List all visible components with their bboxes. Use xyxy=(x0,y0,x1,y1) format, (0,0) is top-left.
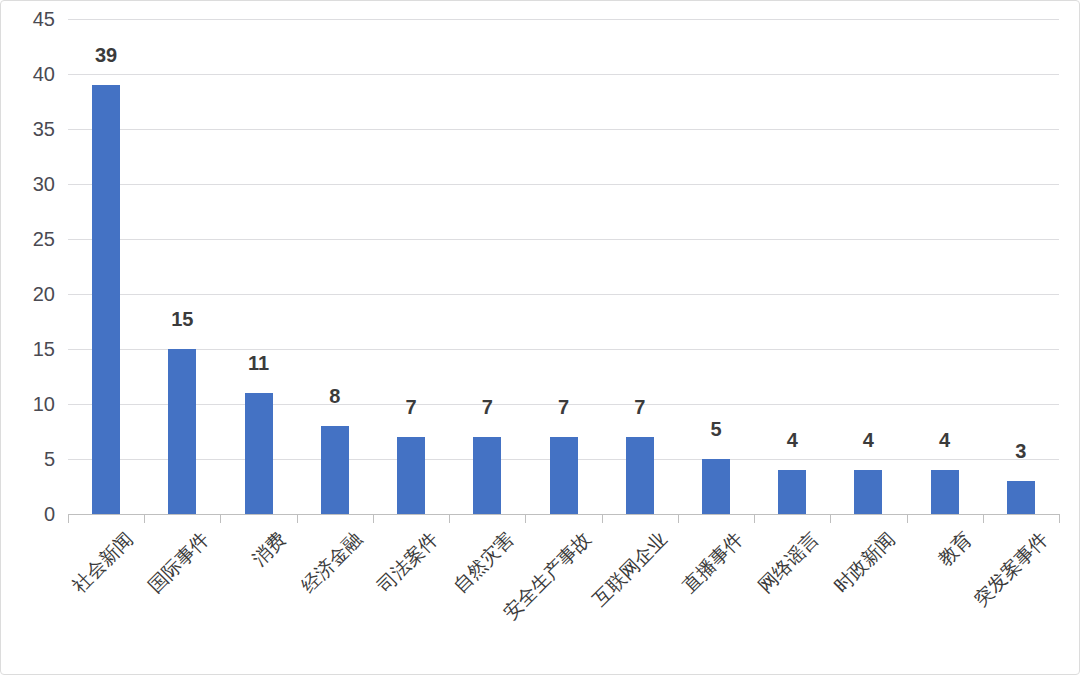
bar-value-label: 5 xyxy=(676,417,756,441)
x-tick-label: 经济金融 xyxy=(297,528,366,597)
gridline xyxy=(68,184,1059,185)
bar-value-label: 4 xyxy=(828,428,908,452)
x-tick-label: 互联网企业 xyxy=(589,528,672,611)
x-axis-tick xyxy=(754,514,755,523)
bar xyxy=(92,85,120,514)
bar xyxy=(397,437,425,514)
bar-value-label: 39 xyxy=(66,43,146,67)
bar xyxy=(778,470,806,514)
bar-value-label: 7 xyxy=(600,395,680,419)
x-axis-tick xyxy=(68,514,69,523)
x-tick-label: 国际事件 xyxy=(145,528,214,597)
bar xyxy=(702,459,730,514)
gridline xyxy=(68,349,1059,350)
y-tick-label: 10 xyxy=(1,392,55,416)
bar xyxy=(168,349,196,514)
y-tick-label: 45 xyxy=(1,7,55,31)
y-tick-label: 25 xyxy=(1,227,55,251)
x-axis-tick xyxy=(220,514,221,523)
x-axis-tick xyxy=(602,514,603,523)
y-tick-label: 30 xyxy=(1,172,55,196)
x-axis-tick xyxy=(449,514,450,523)
x-tick-label: 直播事件 xyxy=(678,528,747,597)
gridline xyxy=(68,239,1059,240)
bar-value-label: 7 xyxy=(371,395,451,419)
y-tick-label: 20 xyxy=(1,282,55,306)
x-tick-label: 教育 xyxy=(934,528,976,570)
x-tick-label: 突发案事件 xyxy=(970,528,1053,611)
bar-value-label: 7 xyxy=(447,395,527,419)
x-axis-tick xyxy=(678,514,679,523)
bar-value-label: 15 xyxy=(142,307,222,331)
bar xyxy=(321,426,349,514)
bar-chart: 05101520253035404539社会新闻15国际事件11消费8经济金融7… xyxy=(1,1,1079,674)
y-tick-label: 35 xyxy=(1,117,55,141)
y-tick-label: 0 xyxy=(1,502,55,526)
x-axis-tick xyxy=(983,514,984,523)
x-tick-label: 消费 xyxy=(248,528,290,570)
x-tick-label: 社会新闻 xyxy=(68,528,137,597)
bar xyxy=(1007,481,1035,514)
gridline xyxy=(68,129,1059,130)
x-axis-tick xyxy=(373,514,374,523)
x-axis-tick xyxy=(830,514,831,523)
bar-value-label: 8 xyxy=(295,384,375,408)
gridline xyxy=(68,74,1059,75)
x-axis-tick xyxy=(525,514,526,523)
x-axis-tick xyxy=(297,514,298,523)
bar xyxy=(931,470,959,514)
bar-value-label: 7 xyxy=(524,395,604,419)
gridline xyxy=(68,294,1059,295)
x-axis-tick xyxy=(1059,514,1060,523)
x-axis-tick xyxy=(907,514,908,523)
x-tick-label: 网络谣言 xyxy=(754,528,823,597)
bar xyxy=(626,437,654,514)
bar xyxy=(245,393,273,514)
y-tick-label: 15 xyxy=(1,337,55,361)
x-axis-line xyxy=(68,514,1059,515)
x-tick-label: 自然灾害 xyxy=(450,528,519,597)
x-axis-tick xyxy=(144,514,145,523)
x-tick-label: 司法案件 xyxy=(373,528,442,597)
bar xyxy=(854,470,882,514)
bar-value-label: 11 xyxy=(219,351,299,375)
bar-value-label: 4 xyxy=(905,428,985,452)
y-tick-label: 40 xyxy=(1,62,55,86)
gridline xyxy=(68,19,1059,20)
bar xyxy=(473,437,501,514)
bar-value-label: 4 xyxy=(752,428,832,452)
bar-value-label: 3 xyxy=(981,439,1061,463)
y-tick-label: 5 xyxy=(1,447,55,471)
bar xyxy=(550,437,578,514)
chart-image-frame: 05101520253035404539社会新闻15国际事件11消费8经济金融7… xyxy=(0,0,1080,675)
x-tick-label: 时政新闻 xyxy=(831,528,900,597)
